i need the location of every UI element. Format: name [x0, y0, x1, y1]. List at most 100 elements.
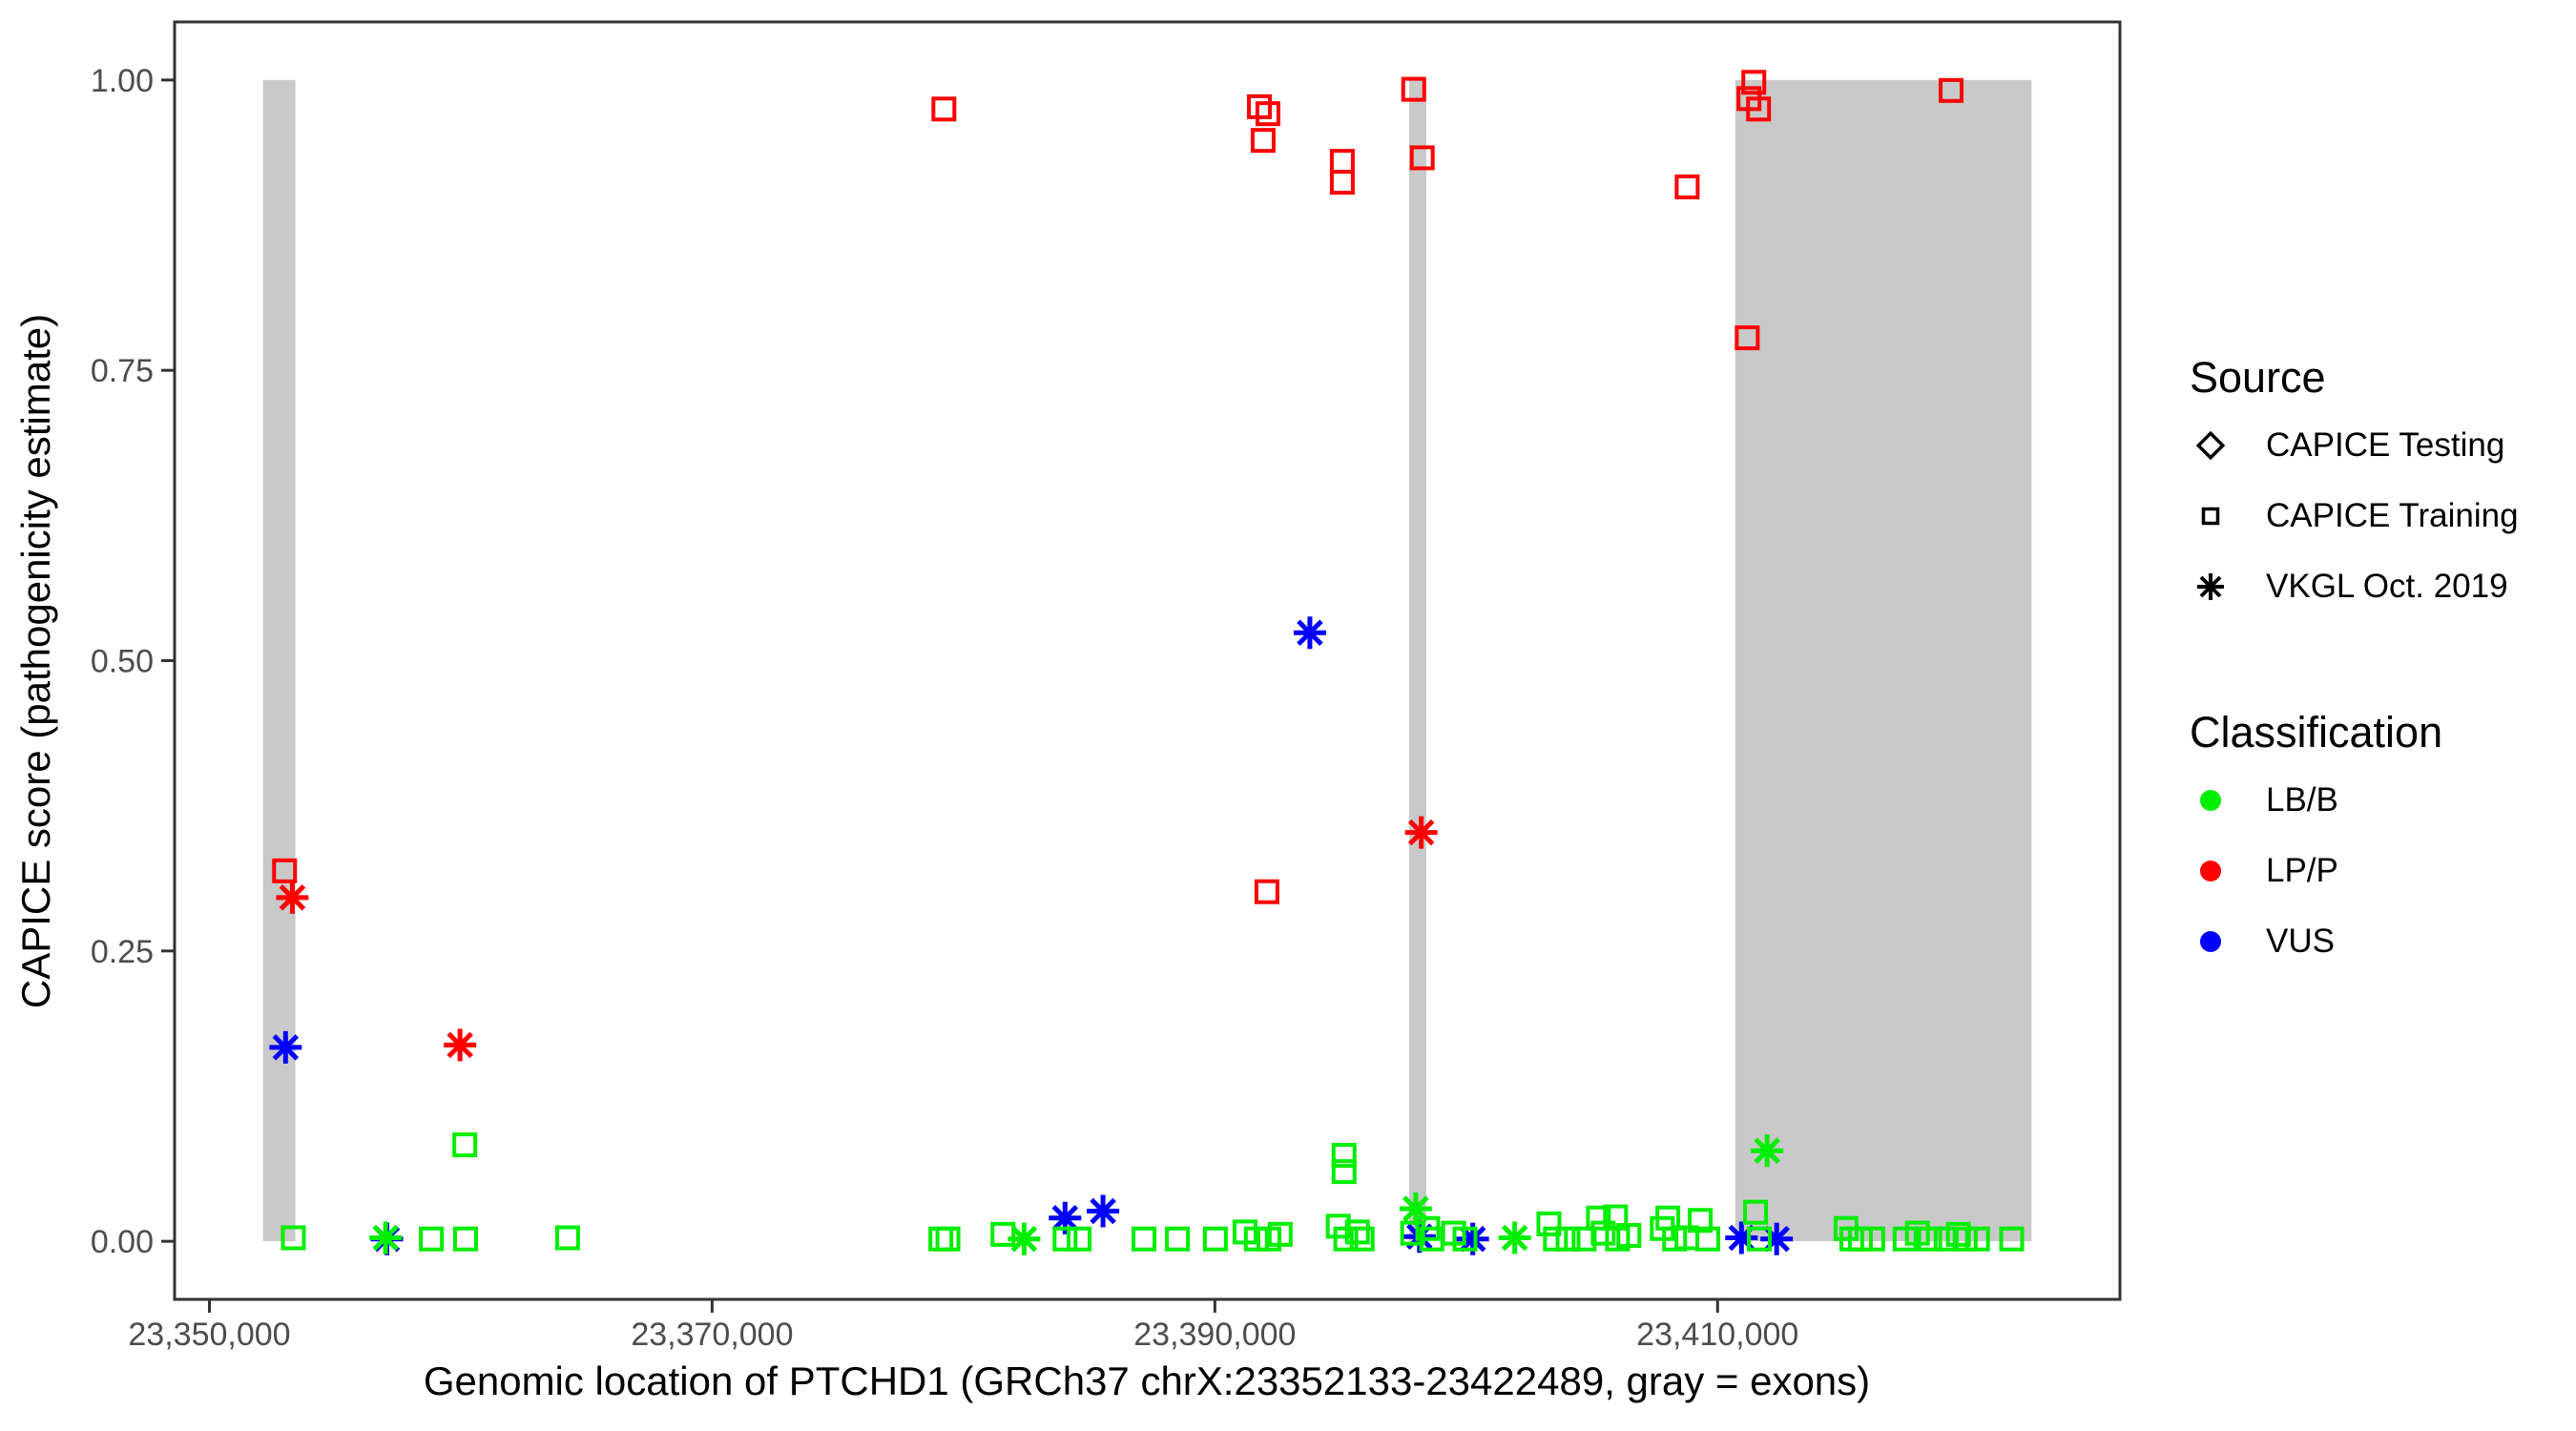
data-point — [1741, 70, 1767, 95]
legend-item-label: LB/B — [2266, 781, 2338, 819]
x-tick-label: 23,390,000 — [1133, 1317, 1296, 1353]
data-point — [1586, 1205, 1611, 1231]
data-point-layer — [269, 70, 2025, 1255]
data-point — [1751, 1134, 1784, 1168]
axis-tick-layer: 23,350,000 23,370,000 23,390,000 23,410,000… — [91, 63, 1799, 1353]
exon-layer — [262, 79, 2032, 1242]
data-point — [1747, 1226, 1773, 1252]
data-point — [272, 858, 298, 883]
data-point — [1165, 1226, 1191, 1252]
legend-panel: Source CAPICE Testing CAPICE Training — [2190, 353, 2519, 977]
y-tick-label: 0.00 — [91, 1224, 154, 1260]
data-point — [1331, 1143, 1357, 1169]
x-axis-title: Genomic location of PTCHD1 (GRCh37 chrX:… — [424, 1358, 1870, 1403]
lbb-dot-icon — [2200, 790, 2221, 811]
legend-item-lbb: LB/B — [2190, 765, 2519, 836]
data-point — [1536, 1211, 1562, 1236]
x-tick-label: 23,410,000 — [1636, 1317, 1798, 1353]
y-tick-label: 1.00 — [91, 63, 154, 99]
data-point — [1246, 93, 1272, 119]
asterisk-icon — [2197, 573, 2224, 600]
data-point — [269, 1030, 302, 1064]
data-point — [1329, 169, 1355, 195]
exon-region — [262, 79, 296, 1242]
vus-dot-icon — [2200, 931, 2221, 952]
data-point — [1743, 1199, 1769, 1225]
data-point — [1349, 1226, 1375, 1252]
legend-classification-title: Classification — [2190, 708, 2443, 757]
data-point — [1401, 76, 1426, 102]
data-point — [1267, 1221, 1293, 1247]
y-axis-title: CAPICE score (pathogenicity estimate) — [13, 314, 58, 1008]
data-point — [1917, 1226, 1942, 1252]
data-point — [1344, 1219, 1370, 1245]
legend-source: Source CAPICE Testing CAPICE Training — [2190, 353, 2519, 622]
data-point — [1250, 128, 1276, 154]
legend-item-capice-training: CAPICE Training — [2190, 481, 2519, 551]
legend-source-title: Source — [2190, 353, 2326, 402]
data-point — [1409, 145, 1435, 171]
legend-classification: Classification LB/B LP/P — [2190, 708, 2519, 977]
data-point — [1087, 1194, 1120, 1228]
data-point — [280, 1225, 306, 1251]
lpp-dot-icon — [2200, 861, 2221, 881]
data-point — [931, 96, 957, 122]
legend-item-label: VKGL Oct. 2019 — [2266, 568, 2508, 605]
data-point — [1735, 325, 1760, 351]
data-point — [1293, 616, 1326, 650]
data-point — [444, 1028, 477, 1062]
y-tick-label: 0.25 — [91, 934, 154, 970]
legend-item-vkgl: VKGL Oct. 2019 — [2190, 551, 2519, 622]
x-tick-label: 23,350,000 — [128, 1317, 290, 1353]
data-point — [554, 1225, 580, 1251]
data-point — [1616, 1223, 1642, 1249]
data-point — [1939, 77, 1964, 103]
data-point — [928, 1226, 954, 1252]
data-point — [990, 1221, 1016, 1247]
y-tick-label: 0.50 — [91, 644, 154, 680]
y-tick-label: 0.75 — [91, 353, 154, 389]
legend-item-label: CAPICE Testing — [2266, 426, 2505, 464]
legend-item-label: CAPICE Training — [2266, 497, 2519, 534]
data-point — [1329, 149, 1355, 175]
data-point — [1067, 1226, 1092, 1252]
data-point — [1404, 816, 1438, 849]
data-point — [1964, 1226, 1990, 1252]
legend-item-capice-testing: CAPICE Testing — [2190, 410, 2519, 481]
data-point — [1746, 96, 1772, 122]
data-point — [1132, 1226, 1157, 1252]
diamond-icon — [2195, 430, 2226, 461]
legend-item-vus: VUS — [2190, 906, 2519, 977]
data-point — [452, 1226, 478, 1252]
data-point — [1694, 1226, 1720, 1252]
legend-item-label: VUS — [2266, 923, 2335, 960]
square-icon — [2201, 507, 2220, 526]
data-point — [1688, 1208, 1714, 1234]
data-point — [1674, 174, 1700, 199]
data-point — [1543, 1226, 1568, 1252]
data-point — [1498, 1221, 1531, 1255]
data-point — [935, 1226, 961, 1252]
legend-item-label: LP/P — [2266, 852, 2338, 889]
data-point — [1555, 1226, 1581, 1252]
data-point — [1052, 1226, 1078, 1252]
data-point — [276, 881, 309, 914]
data-point — [419, 1226, 445, 1252]
data-point — [1859, 1226, 1885, 1252]
data-point — [452, 1132, 478, 1158]
data-point — [1999, 1226, 2025, 1252]
data-point — [1202, 1226, 1228, 1252]
exon-region — [1409, 79, 1426, 1242]
data-point — [1452, 1226, 1478, 1252]
exon-region — [1735, 79, 2032, 1242]
data-point — [1049, 1201, 1082, 1234]
data-point — [369, 1221, 403, 1255]
data-point — [1255, 101, 1280, 127]
x-tick-label: 23,370,000 — [631, 1317, 793, 1353]
data-point — [1331, 1159, 1357, 1185]
legend-item-lpp: LP/P — [2190, 836, 2519, 906]
data-point — [1243, 1226, 1269, 1252]
data-point — [1254, 879, 1279, 904]
